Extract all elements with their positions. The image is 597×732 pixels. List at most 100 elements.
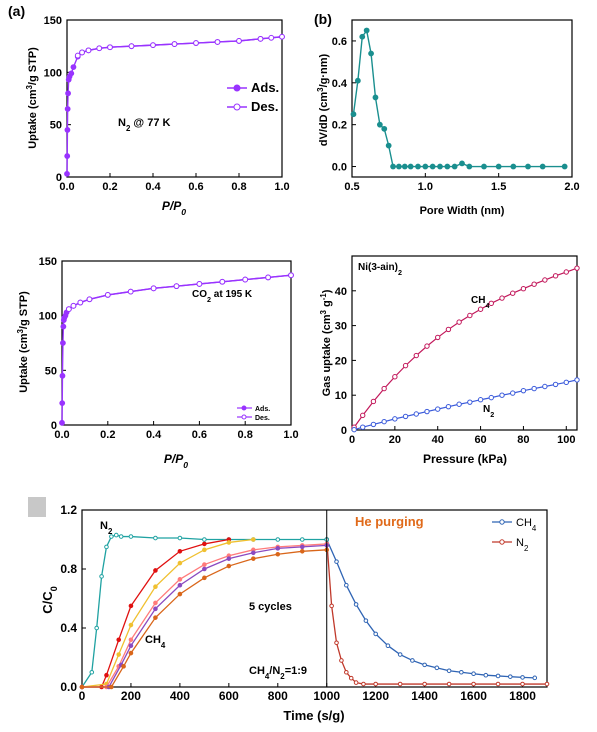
y-axis-label: Gas uptake (cm3 g-1) xyxy=(319,289,334,396)
data-point xyxy=(104,672,109,678)
data-point xyxy=(150,285,157,292)
data-point xyxy=(64,153,71,159)
data-point xyxy=(563,379,569,386)
x-axis-label: P/P0 xyxy=(162,199,186,217)
x-tick-label: 0.0 xyxy=(54,429,69,441)
data-point xyxy=(109,684,114,690)
panel-e: 0 200 400 600 800 1000 1200 1400 1600 1800 0.0 0.4 0… xyxy=(28,497,550,723)
data-point xyxy=(79,684,85,690)
annotation-cycles: 5 cycles xyxy=(249,601,292,613)
series-des- xyxy=(74,33,285,59)
data-point xyxy=(397,652,403,657)
series-label-n2: N2 xyxy=(483,404,494,419)
data-point xyxy=(70,64,77,70)
data-point xyxy=(226,556,232,561)
data-point xyxy=(370,421,377,428)
legend-label: Ads. xyxy=(251,80,279,95)
data-point xyxy=(444,163,451,170)
data-point xyxy=(401,163,408,170)
x-tick-label: 1200 xyxy=(362,689,389,703)
x-tick-label: 1600 xyxy=(460,689,487,703)
series-line xyxy=(66,36,283,174)
data-point xyxy=(385,142,392,149)
data-point xyxy=(299,544,305,550)
legend-item: N2 xyxy=(492,537,528,553)
x-tick-label: 0.8 xyxy=(231,181,246,193)
data-point xyxy=(275,537,281,542)
x-tick-label: 600 xyxy=(219,689,239,703)
y-tick-label: 0.6 xyxy=(332,36,347,48)
data-point xyxy=(445,403,452,410)
data-point xyxy=(177,577,183,582)
annotation-ratio: CH4/N2=1:9 xyxy=(249,665,307,681)
data-point xyxy=(459,669,464,675)
plot-frame xyxy=(66,19,283,178)
data-point xyxy=(202,566,207,572)
series-line xyxy=(82,549,327,688)
data-point xyxy=(373,631,378,637)
x-tick-label: 20 xyxy=(389,434,401,446)
x-tick-label: 0.6 xyxy=(192,429,207,441)
y-axis-label: dV/dD (cm3/g·nm) xyxy=(316,53,331,146)
annotation: CO2 at 195 K xyxy=(192,289,253,304)
data-point xyxy=(150,42,156,49)
data-point xyxy=(171,41,178,47)
data-point xyxy=(153,600,158,606)
legend-label: Ads. xyxy=(255,406,270,413)
legend-item: Des. xyxy=(227,99,278,114)
data-point xyxy=(329,603,334,609)
series-label-n2: N2 xyxy=(100,520,113,536)
legend-marker xyxy=(499,519,505,525)
x-tick-label: 0.8 xyxy=(238,429,253,441)
data-point xyxy=(334,559,339,564)
legend-item: Ads. xyxy=(237,405,270,413)
y-tick-label: 0.0 xyxy=(60,680,77,694)
y-tick-label: 50 xyxy=(50,120,62,132)
data-point xyxy=(407,163,414,170)
data-point xyxy=(488,394,494,401)
data-point xyxy=(193,40,199,46)
x-tick-label: 0.2 xyxy=(102,181,117,193)
series-line xyxy=(326,539,547,685)
x-tick-label: 1000 xyxy=(313,689,340,703)
data-point xyxy=(257,35,264,42)
series-curve-3 xyxy=(79,537,232,690)
series-ch4 xyxy=(351,265,580,430)
data-point xyxy=(495,681,501,687)
data-point xyxy=(531,281,537,287)
data-point xyxy=(109,534,114,539)
data-point xyxy=(520,681,525,687)
data-point xyxy=(113,532,119,538)
data-point xyxy=(372,94,379,101)
data-point xyxy=(64,126,71,133)
y-tick-label: 0 xyxy=(341,425,347,437)
data-point xyxy=(422,163,429,170)
data-point xyxy=(499,295,505,301)
data-point xyxy=(77,299,84,306)
data-point xyxy=(413,352,419,359)
chart-title: Ni(3-ain)2 xyxy=(358,262,402,277)
data-point xyxy=(510,390,516,396)
placeholder-square xyxy=(28,497,46,517)
data-point xyxy=(552,381,559,388)
data-point xyxy=(265,274,272,281)
x-axis-label: Time (s/g) xyxy=(283,708,344,723)
y-tick-label: 100 xyxy=(44,67,62,79)
data-point xyxy=(373,681,378,687)
data-point xyxy=(226,540,232,545)
data-point xyxy=(177,591,183,597)
data-point xyxy=(86,296,93,303)
data-point xyxy=(359,33,366,40)
data-point xyxy=(85,47,92,54)
data-point xyxy=(510,163,517,170)
data-point xyxy=(531,385,537,392)
data-point xyxy=(128,643,134,649)
data-point xyxy=(446,681,452,687)
data-point xyxy=(60,323,67,330)
data-point xyxy=(435,334,441,341)
data-point xyxy=(451,163,458,170)
data-point xyxy=(116,652,122,657)
data-point xyxy=(299,537,305,542)
y-axis-label: Uptake (cm3/g STP) xyxy=(25,47,40,149)
x-tick-label: 2.0 xyxy=(564,181,579,193)
